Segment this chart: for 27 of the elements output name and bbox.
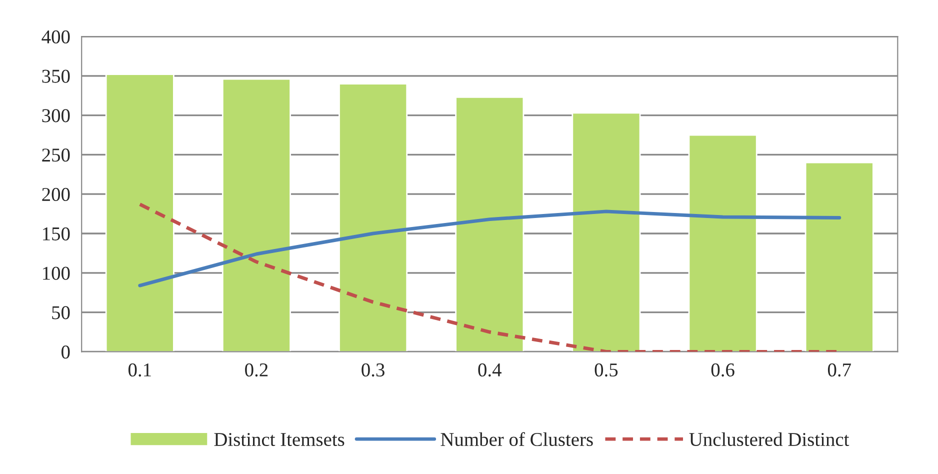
x-tick-label: 0.2 xyxy=(245,363,268,377)
legend-label: Distinct Itemsets xyxy=(214,432,344,446)
bar xyxy=(804,162,874,352)
bar xyxy=(688,134,758,352)
y-tick-label: 350 xyxy=(42,70,70,83)
bar xyxy=(222,78,291,352)
bar xyxy=(105,74,174,352)
y-tick-label: 0 xyxy=(62,346,70,359)
x-tick-label: 0.5 xyxy=(594,363,618,377)
line-series xyxy=(138,210,842,288)
x-tick-label: 0.1 xyxy=(128,363,151,377)
x-tick-label: 0.4 xyxy=(478,363,502,377)
x-tick-label: 0.7 xyxy=(828,363,851,377)
x-tick-label: 0.6 xyxy=(711,363,734,377)
y-tick-label: 100 xyxy=(43,266,70,280)
legend-label: Number of Clusters xyxy=(440,432,593,446)
y-tick-label: 250 xyxy=(42,148,70,162)
y-tick-label: 150 xyxy=(43,227,70,240)
y-tick-label: 200 xyxy=(42,188,70,202)
y-tick-label: 400 xyxy=(42,30,70,44)
x-tick-label: 0.3 xyxy=(362,363,384,377)
bar xyxy=(455,96,524,352)
bar xyxy=(572,112,641,352)
y-tick-label: 300 xyxy=(42,109,70,122)
y-tick-label: 50 xyxy=(52,306,70,320)
legend-label: Unclustered Distinct xyxy=(689,432,850,446)
bar xyxy=(338,83,408,352)
